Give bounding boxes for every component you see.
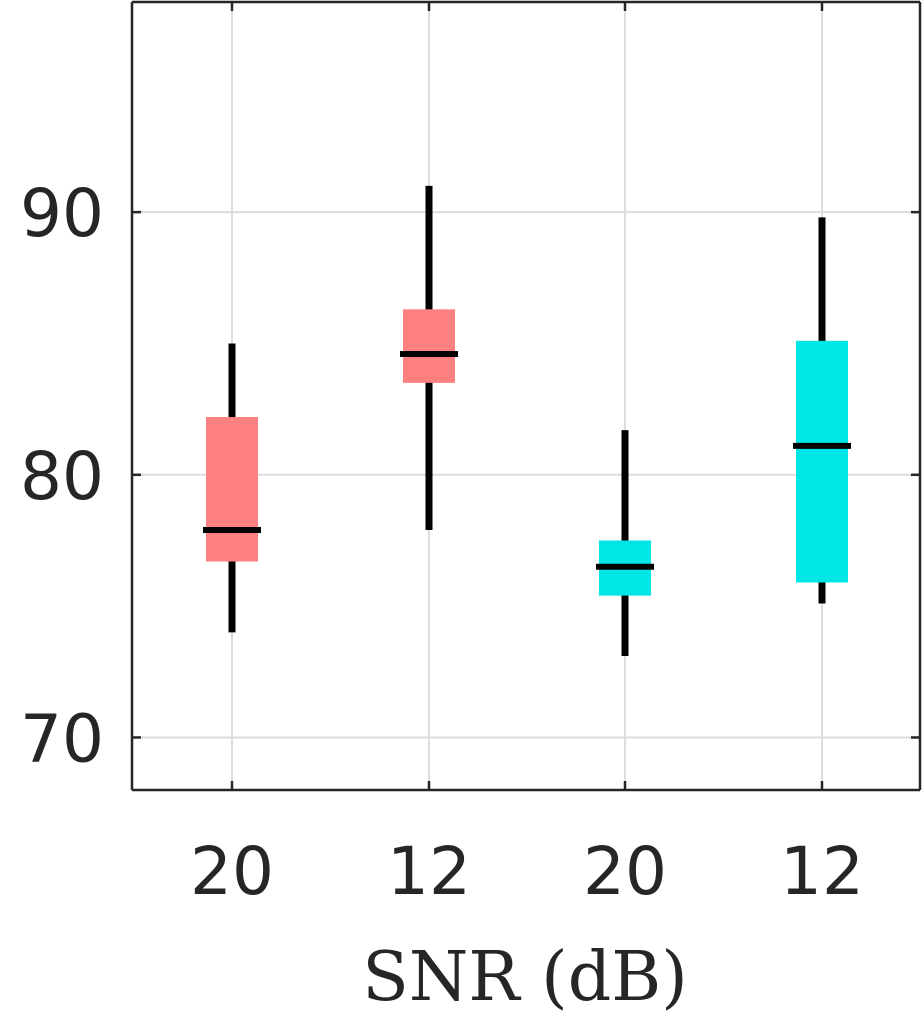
box-2 — [400, 185, 458, 530]
box-iqr — [796, 340, 848, 583]
x-tick-label: 12 — [780, 833, 864, 910]
y-tick-label: 80 — [20, 438, 104, 515]
y-tick-labels: 70 80 90 — [20, 175, 104, 777]
box-3 — [596, 430, 654, 657]
y-tick-label: 70 — [20, 700, 104, 777]
box-4 — [793, 217, 851, 604]
axes-frame — [130, 0, 922, 792]
x-tick-label: 20 — [583, 833, 667, 910]
box-iqr — [206, 417, 258, 562]
grid-lines — [132, 2, 920, 790]
x-axis-label: SNR (dB) — [362, 938, 687, 1017]
x-tick-label: 20 — [190, 833, 274, 910]
x-tick-labels: 20 12 20 12 — [190, 833, 864, 910]
boxes-group — [203, 185, 851, 657]
x-tick-label: 12 — [387, 833, 471, 910]
box-iqr — [403, 309, 455, 383]
y-tick-label: 90 — [20, 175, 104, 252]
box-1 — [203, 343, 261, 633]
